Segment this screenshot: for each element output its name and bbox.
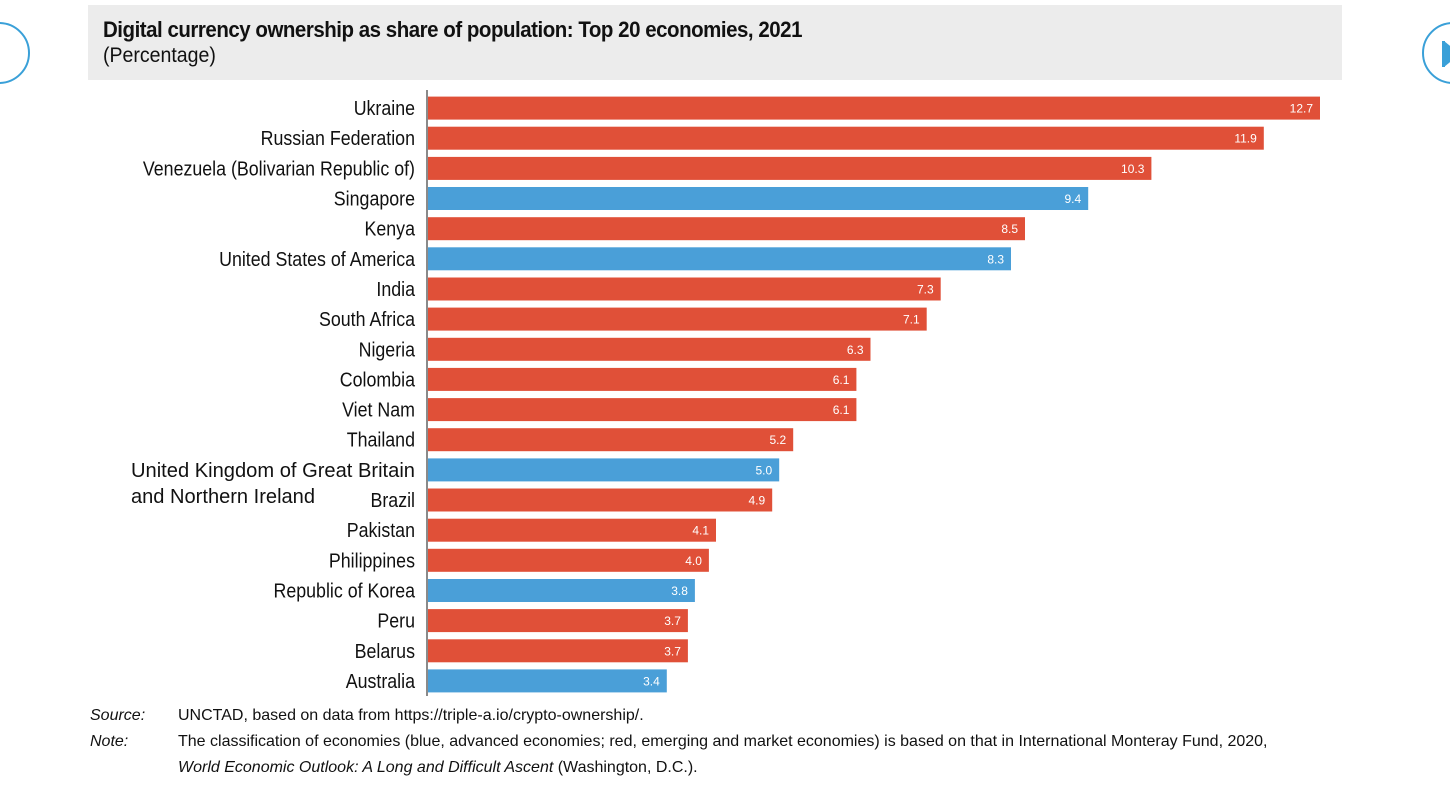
data-label: 3.7 xyxy=(664,614,681,628)
data-label: 7.1 xyxy=(903,313,920,327)
bar xyxy=(428,156,1152,180)
chart-header xyxy=(88,5,1342,80)
bar xyxy=(428,247,1011,271)
bar xyxy=(428,639,688,663)
data-label: 6.1 xyxy=(833,373,850,387)
category-label: Ukraine xyxy=(354,98,415,120)
note-reference-title: World Economic Outlook: A Long and Diffi… xyxy=(178,759,554,776)
data-label: 6.3 xyxy=(847,343,864,357)
category-label: Pakistan xyxy=(347,520,415,542)
bar xyxy=(428,96,1320,120)
category-label: Colombia xyxy=(340,369,416,391)
category-label: Nigeria xyxy=(359,339,416,361)
data-label: 6.1 xyxy=(833,403,850,417)
chart-subtitle: (Percentage) xyxy=(103,44,216,67)
data-label: 3.4 xyxy=(643,674,660,688)
category-label: South Africa xyxy=(319,309,416,331)
category-label: Brazil xyxy=(371,490,416,512)
category-label: Australia xyxy=(346,671,416,693)
source-text: UNCTAD, based on data from https://tripl… xyxy=(178,707,644,724)
category-label: Kenya xyxy=(365,219,416,241)
bar xyxy=(428,458,780,482)
category-label-continued: and Northern Ireland xyxy=(131,486,315,508)
bar xyxy=(428,337,871,361)
bar xyxy=(428,609,688,633)
note-text: The classification of economies (blue, a… xyxy=(178,733,1268,750)
data-label: 9.4 xyxy=(1065,192,1082,206)
data-label: 5.2 xyxy=(770,433,787,447)
data-label: 4.0 xyxy=(685,554,702,568)
bar xyxy=(428,277,941,301)
category-label: Russian Federation xyxy=(261,128,415,150)
category-label: United States of America xyxy=(219,249,416,271)
category-label: Singapore xyxy=(334,189,415,211)
bar xyxy=(428,217,1025,241)
category-label: Thailand xyxy=(347,430,415,452)
category-label: India xyxy=(376,279,415,301)
bar-chart: 12.7 Ukraine 11.9 Russian Federation 10.3 Ven… xyxy=(131,90,1320,696)
category-label: United Kingdom of Great Britain xyxy=(131,460,415,482)
data-label: 8.3 xyxy=(987,252,1004,266)
bar xyxy=(428,126,1264,150)
category-label: Venezuela (Bolivarian Republic of) xyxy=(143,158,415,180)
note-key: Note: xyxy=(90,733,129,750)
data-label: 4.1 xyxy=(692,524,709,538)
data-label: 5.0 xyxy=(756,463,773,477)
data-label: 12.7 xyxy=(1290,102,1314,116)
source-key: Source: xyxy=(90,707,146,724)
data-label: 11.9 xyxy=(1234,132,1257,146)
data-label: 7.3 xyxy=(917,283,934,297)
bar xyxy=(428,398,857,422)
bar xyxy=(428,488,773,512)
category-label: Philippines xyxy=(329,550,415,572)
note-reference: World Economic Outlook: A Long and Diffi… xyxy=(178,759,698,777)
bar xyxy=(428,669,667,693)
bar xyxy=(428,428,794,452)
category-label: Republic of Korea xyxy=(274,581,416,603)
category-label: Peru xyxy=(377,611,415,633)
play-next-icon xyxy=(1444,41,1450,67)
category-label: Viet Nam xyxy=(342,400,415,422)
bar xyxy=(428,518,716,542)
data-label: 8.5 xyxy=(1001,222,1018,236)
data-label: 4.9 xyxy=(749,494,766,508)
data-label: 3.8 xyxy=(671,584,688,598)
note-reference-rest: (Washington, D.C.). xyxy=(553,759,698,776)
bar xyxy=(428,187,1089,210)
bar xyxy=(428,548,709,572)
bar xyxy=(428,579,695,602)
data-label: 10.3 xyxy=(1121,162,1145,176)
bar xyxy=(428,307,927,331)
data-label: 3.7 xyxy=(664,644,681,658)
bar xyxy=(428,367,857,391)
chart-title: Digital currency ownership as share of p… xyxy=(103,17,803,42)
play-icon-bar xyxy=(1442,41,1445,67)
category-label: Belarus xyxy=(355,641,415,663)
